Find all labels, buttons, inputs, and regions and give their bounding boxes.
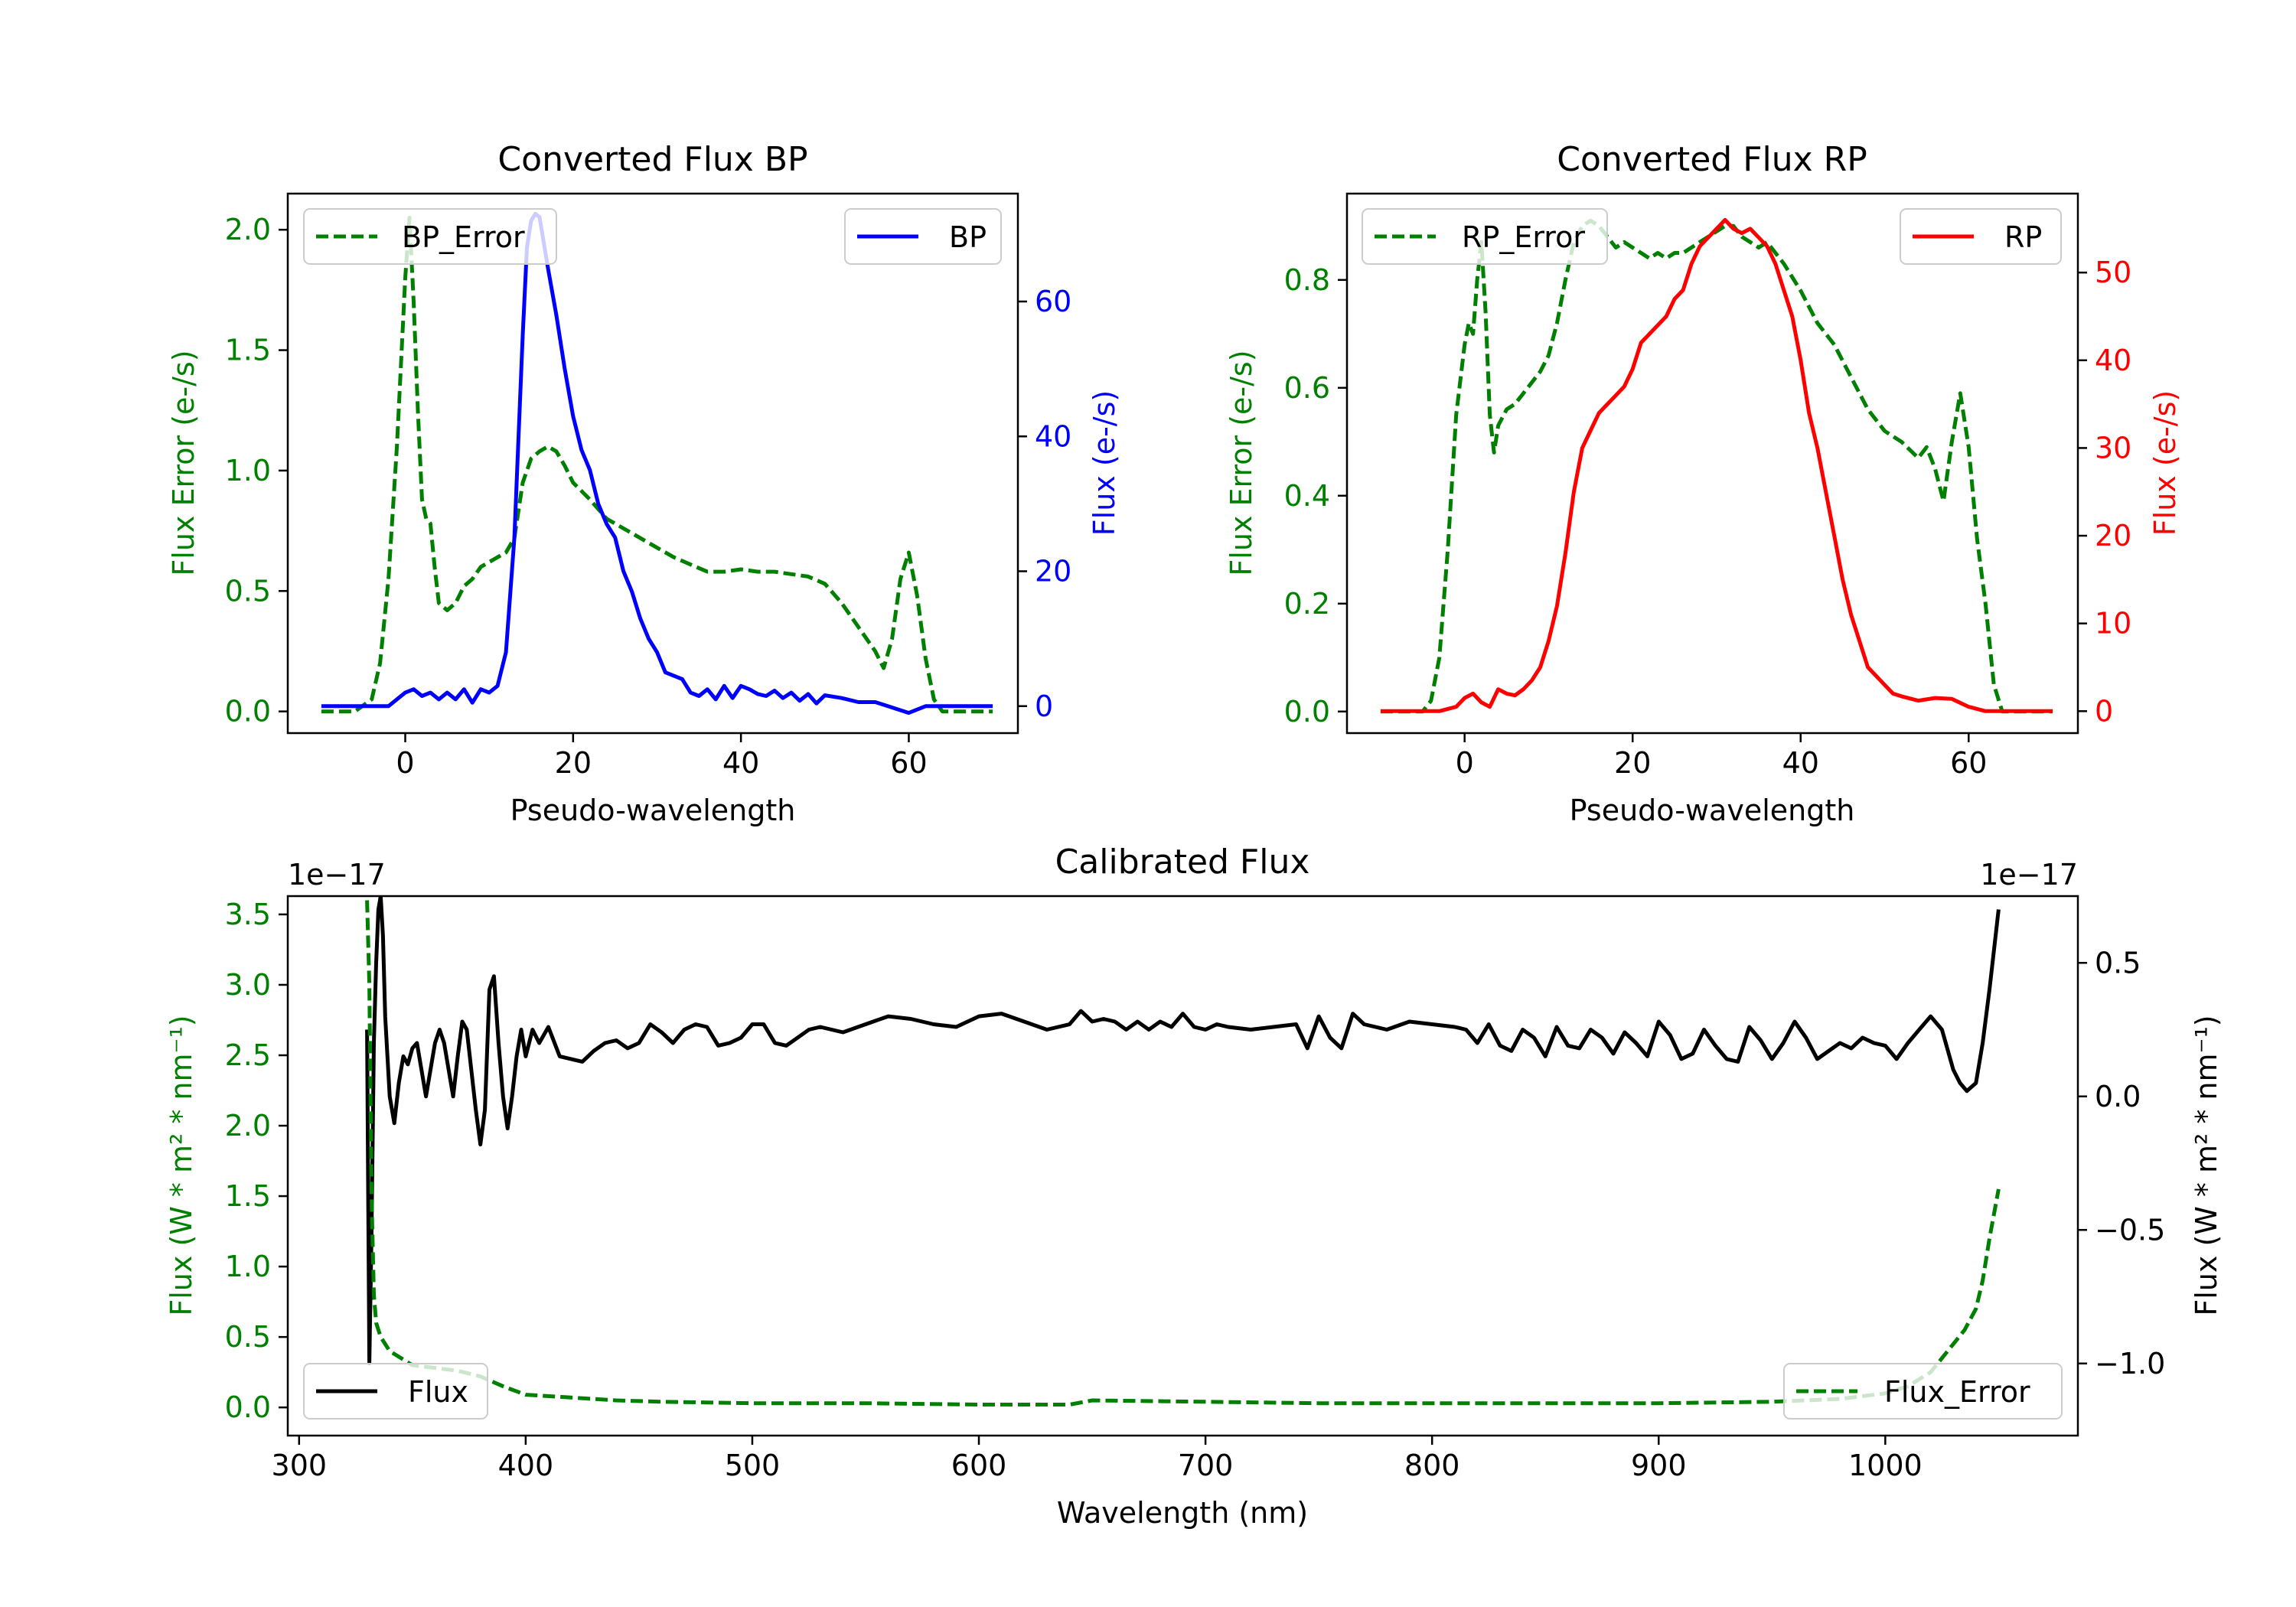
cal-x-tick-label: 300 bbox=[272, 1449, 328, 1482]
rp-x-tick-label: 60 bbox=[1950, 746, 1987, 780]
bp-legend-flux-label: BP bbox=[949, 220, 987, 254]
bp-legend-error: BP_Error bbox=[303, 208, 557, 265]
rp-legend-error: RP_Error bbox=[1362, 208, 1608, 265]
bp-title: Converted Flux BP bbox=[497, 140, 807, 179]
rp-legend-flux-label: RP bbox=[2004, 220, 2042, 254]
cal-right-tick-label: −0.5 bbox=[2095, 1213, 2165, 1247]
cal-left-tick-label: 2.5 bbox=[225, 1038, 271, 1072]
bp-left-tick-label: 2.0 bbox=[225, 213, 271, 246]
cal-series-flux-error bbox=[365, 900, 2001, 1407]
cal-right-tick-label: 0.5 bbox=[2095, 946, 2141, 980]
bp-panel: Converted Flux BP 0 20 40 60 0.0 0.5 1.0 1.5 2.… bbox=[167, 140, 1121, 827]
cal-x-tick-label: 600 bbox=[951, 1449, 1007, 1482]
rp-left-tick-label: 0.2 bbox=[1284, 587, 1330, 621]
bp-left-tick-label: 1.0 bbox=[225, 454, 271, 487]
rp-x-tick-label: 40 bbox=[1782, 746, 1819, 780]
cal-x-tick-label: 1000 bbox=[1848, 1449, 1923, 1482]
calibrated-panel: Calibrated Flux 1e−17 1e−17 300 400 500 600… bbox=[165, 843, 2223, 1530]
cal-left-tick-label: 3.5 bbox=[225, 898, 271, 931]
rp-title: Converted Flux RP bbox=[1557, 140, 1867, 179]
bp-left-axis-label: Flux Error (e-/s) bbox=[167, 350, 201, 575]
rp-series-rp bbox=[1380, 217, 2053, 713]
calibrated-title: Calibrated Flux bbox=[1055, 843, 1310, 882]
bp-series-bp-error bbox=[321, 216, 993, 714]
rp-x-tick-label: 0 bbox=[1456, 746, 1474, 780]
cal-left-tick-label: 2.0 bbox=[225, 1109, 271, 1143]
bp-right-tick-label: 20 bbox=[1035, 555, 1071, 588]
cal-left-tick-label: 3.0 bbox=[225, 968, 271, 1002]
rp-x-axis-label: Pseudo-wavelength bbox=[1570, 794, 1855, 827]
bp-right-tick-label: 40 bbox=[1035, 419, 1071, 453]
cal-x-tick-label: 800 bbox=[1404, 1449, 1460, 1482]
calibrated-axes-frame bbox=[286, 895, 2079, 1437]
rp-axes-frame bbox=[1345, 192, 2079, 735]
rp-x-tick-label: 20 bbox=[1614, 746, 1651, 780]
bp-x-tick-label: 40 bbox=[722, 746, 759, 780]
cal-right-tick-label: −1.0 bbox=[2095, 1347, 2165, 1380]
rp-series-rp-error bbox=[1380, 218, 2053, 714]
bp-axes-frame bbox=[286, 192, 1019, 735]
calibrated-right-axis-label: Flux (W * m² * nm⁻¹) bbox=[2190, 1015, 2223, 1315]
rp-left-tick-label: 0.8 bbox=[1284, 263, 1330, 297]
cal-x-tick-label: 500 bbox=[725, 1449, 781, 1482]
bp-right-tick-label: 60 bbox=[1035, 285, 1071, 318]
bp-left-tick-label: 0.0 bbox=[225, 695, 271, 729]
rp-left-tick-label: 0.6 bbox=[1284, 371, 1330, 405]
calibrated-right-offset-text: 1e−17 bbox=[1980, 858, 2078, 892]
bp-x-tick-label: 60 bbox=[890, 746, 927, 780]
rp-right-tick-label: 0 bbox=[2095, 694, 2113, 728]
rp-right-tick-label: 50 bbox=[2095, 256, 2131, 289]
bp-x-tick-label: 20 bbox=[555, 746, 592, 780]
rp-left-axis-label: Flux Error (e-/s) bbox=[1225, 350, 1258, 575]
calibrated-legend-error: Flux_Error bbox=[1783, 1363, 2063, 1420]
calibrated-left-axis-label: Flux (W * m² * nm⁻¹) bbox=[165, 1015, 198, 1315]
cal-left-tick-label: 0.0 bbox=[225, 1390, 271, 1424]
cal-x-tick-label: 900 bbox=[1631, 1449, 1687, 1482]
bp-legend-error-label: BP_Error bbox=[402, 220, 525, 254]
rp-right-tick-label: 40 bbox=[2095, 344, 2131, 377]
cal-series-flux bbox=[365, 896, 2001, 1366]
bp-series-bp bbox=[321, 211, 993, 715]
rp-right-tick-label: 30 bbox=[2095, 431, 2131, 464]
bp-x-axis-label: Pseudo-wavelength bbox=[510, 794, 796, 827]
cal-right-tick-label: 0.0 bbox=[2095, 1080, 2141, 1113]
bp-left-tick-label: 0.5 bbox=[225, 574, 271, 608]
calibrated-legend-flux: Flux bbox=[303, 1363, 488, 1420]
cal-x-tick-label: 700 bbox=[1178, 1449, 1234, 1482]
rp-left-tick-label: 0.0 bbox=[1284, 695, 1330, 729]
bp-x-tick-label: 0 bbox=[396, 746, 414, 780]
bp-left-tick-label: 1.5 bbox=[225, 334, 271, 367]
calibrated-x-axis-label: Wavelength (nm) bbox=[1057, 1496, 1308, 1530]
cal-left-tick-label: 0.5 bbox=[225, 1320, 271, 1354]
bp-right-axis-label: Flux (e-/s) bbox=[1088, 390, 1121, 536]
calibrated-left-offset-text: 1e−17 bbox=[288, 858, 386, 892]
rp-right-tick-label: 20 bbox=[2095, 519, 2131, 553]
rp-panel: Converted Flux RP 0 20 40 60 0.0 0.2 0.4 0.6 0.… bbox=[1225, 140, 2182, 827]
rp-right-axis-label: Flux (e-/s) bbox=[2148, 390, 2182, 536]
rp-legend-error-label: RP_Error bbox=[1462, 220, 1585, 254]
bp-legend-flux: BP bbox=[844, 208, 1002, 265]
calibrated-legend-flux-label: Flux bbox=[408, 1375, 468, 1409]
rp-left-tick-label: 0.4 bbox=[1284, 479, 1330, 513]
bp-right-tick-label: 0 bbox=[1035, 689, 1053, 723]
cal-x-tick-label: 400 bbox=[498, 1449, 554, 1482]
rp-right-tick-label: 10 bbox=[2095, 607, 2131, 641]
cal-left-tick-label: 1.5 bbox=[225, 1179, 271, 1213]
rp-legend-flux: RP bbox=[1900, 208, 2062, 265]
cal-left-tick-label: 1.0 bbox=[225, 1250, 271, 1283]
calibrated-legend-error-label: Flux_Error bbox=[1884, 1375, 2030, 1409]
